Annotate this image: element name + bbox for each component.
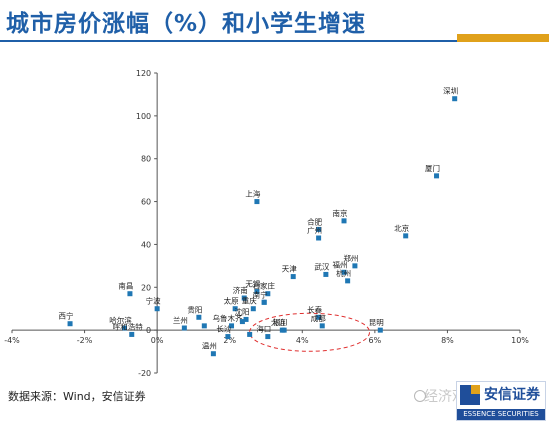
data-point xyxy=(181,325,187,331)
point-label: 呼和浩特 xyxy=(113,321,143,331)
data-point xyxy=(250,306,256,312)
point-label: 宁波 xyxy=(146,296,161,306)
point-label: 太原 xyxy=(224,296,239,306)
data-source-note: 数据来源：Wind，安信证券 xyxy=(8,390,146,403)
point-label: 贵阳 xyxy=(187,304,202,314)
x-tick-label: -4% xyxy=(4,336,20,345)
logo-name: 安信证券 xyxy=(484,387,540,403)
point-label: 无锡 xyxy=(245,280,260,289)
data-point xyxy=(265,291,271,297)
point-label: 长沙 xyxy=(216,324,231,334)
data-point xyxy=(241,295,247,301)
scatter-chart: -4% -2% 0% 2% 4% 6% 8% 10% -20 0 20 40 60 80 100 120 深圳厦… xyxy=(4,69,529,378)
data-point xyxy=(67,321,73,327)
data-point xyxy=(243,316,249,322)
point-label: 南昌 xyxy=(118,281,133,291)
y-tick-label: 0 xyxy=(146,326,151,335)
data-point xyxy=(345,278,351,284)
data-point xyxy=(239,319,245,325)
title-divider xyxy=(0,40,549,42)
point-label: 郑州 xyxy=(343,253,358,263)
x-tick-label: -2% xyxy=(77,336,93,345)
data-point xyxy=(154,306,160,312)
title-accent-bar xyxy=(457,34,549,42)
x-tick-label: 10% xyxy=(511,336,529,345)
point-label: 乌鲁木齐 xyxy=(213,313,243,323)
company-logo: 安信证券 ESSENCE SECURITIES xyxy=(456,381,546,421)
logo-english-name: ESSENCE SECURITIES xyxy=(457,409,545,420)
y-tick-label: 40 xyxy=(141,240,151,249)
data-point xyxy=(121,325,127,331)
data-point xyxy=(452,96,458,102)
data-point xyxy=(352,263,358,269)
y-tick-label: 80 xyxy=(141,155,151,164)
point-label: 沈阳 xyxy=(235,306,250,316)
point-label: 深圳 xyxy=(443,86,458,96)
data-point xyxy=(341,218,347,224)
data-point xyxy=(265,334,271,340)
data-point xyxy=(323,271,329,277)
point-label: 银川 xyxy=(273,318,288,327)
data-point xyxy=(290,274,296,280)
point-label: 成都 xyxy=(311,313,326,323)
x-tick-label: 6% xyxy=(369,336,382,345)
point-label: 上海 xyxy=(245,189,260,199)
point-label: 兰州 xyxy=(173,315,188,325)
y-tick-label: 60 xyxy=(141,198,151,207)
y-tick-label: 120 xyxy=(136,69,151,78)
data-point xyxy=(201,323,207,329)
x-tick-label: 4% xyxy=(296,336,309,345)
data-point xyxy=(316,226,322,232)
y-tick-label: 100 xyxy=(136,112,151,121)
point-label: 厦门 xyxy=(425,164,440,173)
y-tick-label: 20 xyxy=(141,283,151,292)
point-label: 昆明 xyxy=(369,318,384,327)
data-point xyxy=(341,269,347,275)
data-point xyxy=(403,233,409,239)
point-label: 南宁 xyxy=(253,289,268,299)
point-label: 南京 xyxy=(333,208,348,218)
point-label: 西宁 xyxy=(59,311,74,321)
point-label: 哈尔滨 xyxy=(109,315,132,325)
data-point xyxy=(232,306,238,312)
point-label: 武汉 xyxy=(314,261,329,271)
point-label: 温州 xyxy=(202,342,217,351)
data-point xyxy=(225,334,231,340)
data-point xyxy=(196,314,202,320)
point-label: 石家庄 xyxy=(253,281,276,291)
data-point xyxy=(434,173,440,179)
data-point xyxy=(229,323,235,329)
data-point xyxy=(254,289,260,295)
point-label: 福州 xyxy=(333,260,348,269)
highlight-ellipse xyxy=(249,312,371,352)
page-title: 城市房价涨幅（%）和小学生增速 xyxy=(6,11,367,37)
point-label: 济南 xyxy=(233,285,248,295)
point-label: 天津 xyxy=(282,265,297,274)
wechat-icon xyxy=(414,390,426,402)
data-point xyxy=(210,351,216,357)
point-label: 杭州 xyxy=(336,268,351,278)
data-point xyxy=(261,299,267,305)
point-label: 北京 xyxy=(394,223,409,233)
x-tick-label: 8% xyxy=(441,336,454,345)
data-point xyxy=(279,327,285,333)
data-point xyxy=(319,323,325,329)
data-point xyxy=(254,199,260,205)
point-label: 合肥 xyxy=(307,216,322,226)
point-label: 重庆 xyxy=(242,296,257,306)
data-point xyxy=(316,235,322,241)
x-tick-label: 2% xyxy=(223,336,236,345)
data-point xyxy=(127,291,133,297)
data-point xyxy=(247,331,253,337)
point-label: 大连 xyxy=(271,317,286,327)
point-label: 广州 xyxy=(307,225,322,235)
data-point xyxy=(129,331,135,337)
point-label: 长春 xyxy=(307,304,322,314)
data-point xyxy=(316,314,322,320)
logo-mark-icon xyxy=(460,385,480,405)
data-point xyxy=(377,327,383,333)
point-label: 海口 xyxy=(256,324,271,334)
x-tick-label: 0% xyxy=(151,336,164,345)
y-tick-label: -20 xyxy=(138,369,151,378)
